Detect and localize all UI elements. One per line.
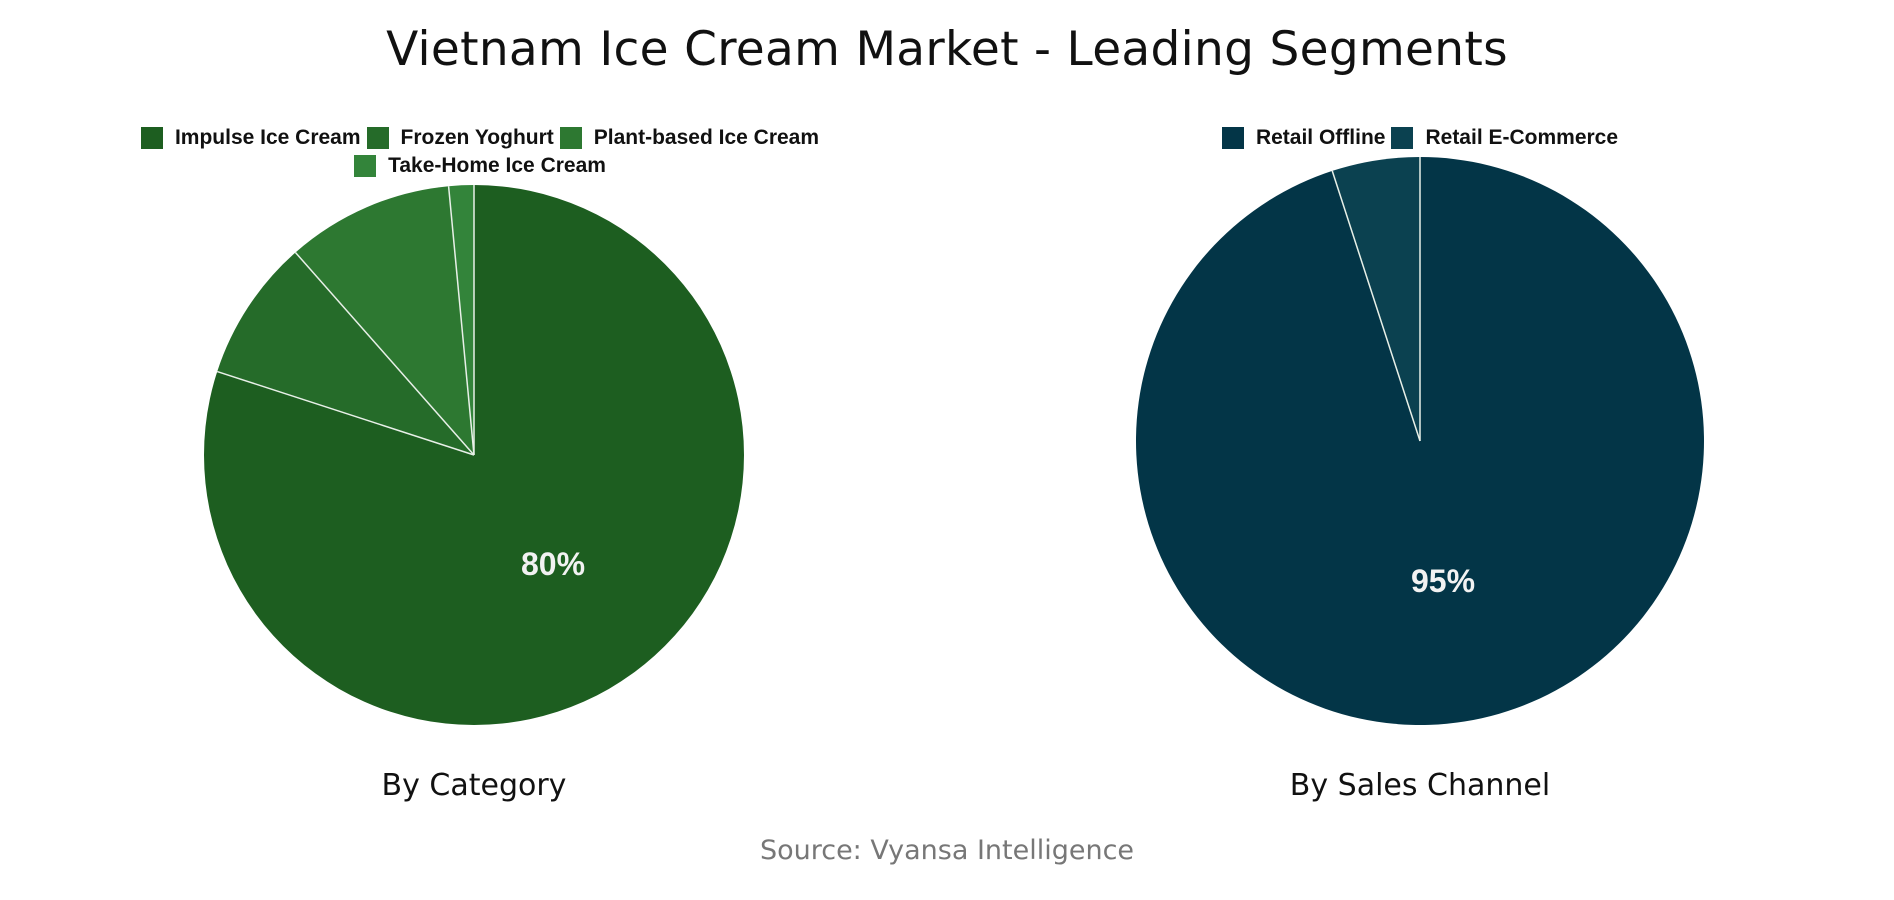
legend-item-impulse[interactable]: Impulse Ice Cream <box>140 126 361 150</box>
legend-item-retail-ecommerce[interactable]: Retail E-Commerce <box>1391 126 1618 150</box>
legend-swatch-icon <box>1221 127 1244 149</box>
subtitle-by-sales-channel: By Sales Channel <box>1289 768 1551 803</box>
legend-label: Frozen Yoghurt <box>400 126 554 149</box>
legend-label: Plant-based Ice Cream <box>593 126 820 149</box>
legend-item-frozen-yoghurt[interactable]: Frozen Yoghurt <box>366 126 554 150</box>
slice-divider <box>447 186 475 456</box>
pie-slice-plant-based-ice-cream[interactable] <box>295 186 474 455</box>
chart-title: Vietnam Ice Cream Market - Leading Segme… <box>386 22 1508 77</box>
pie-label-retail-offline: 95% <box>1411 563 1475 599</box>
slice-divider <box>1331 170 1421 442</box>
legend-label: Impulse Ice Cream <box>174 126 361 149</box>
pie-label-impulse: 80% <box>521 546 585 582</box>
legend-item-take-home[interactable]: Take-Home Ice Cream <box>354 154 606 178</box>
source-note: Source: Vyansa Intelligence <box>759 835 1135 866</box>
legend-sales-channel: Retail Offline Retail E-Commerce <box>1190 124 1650 152</box>
legend-label: Retail Offline <box>1255 126 1386 149</box>
subtitle-by-category: By Category <box>381 768 567 803</box>
legend-swatch-icon <box>354 155 377 177</box>
legend-swatch-icon <box>366 127 389 149</box>
slice-divider <box>294 251 475 456</box>
pie-slice-frozen-yoghurt[interactable] <box>217 252 475 455</box>
slice-divider <box>216 370 475 456</box>
pie-slice-retail-e-commerce[interactable] <box>1332 157 1420 441</box>
pie-category <box>203 185 745 725</box>
legend-swatch-icon <box>1391 127 1414 149</box>
legend-label: Take-Home Ice Cream <box>388 154 606 177</box>
legend-swatch-icon <box>559 127 582 149</box>
legend-item-plant-based[interactable]: Plant-based Ice Cream <box>559 126 820 150</box>
legend-item-retail-offline[interactable]: Retail Offline <box>1221 126 1386 150</box>
legend-category: Impulse Ice Cream Frozen Yoghurt Plant-b… <box>100 124 860 180</box>
legend-swatch-icon <box>140 127 163 149</box>
pie-sales-channel <box>1135 157 1704 725</box>
legend-label: Retail E-Commerce <box>1425 126 1619 149</box>
